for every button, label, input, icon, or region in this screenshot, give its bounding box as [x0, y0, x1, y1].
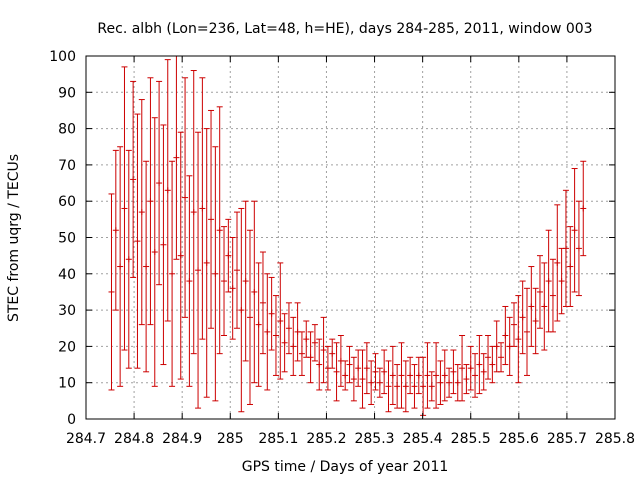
- y-tick-label: 80: [58, 122, 76, 138]
- x-tick-label: 285.6: [499, 431, 539, 447]
- x-tick-label: 284.8: [114, 431, 154, 447]
- x-tick-label: 285.5: [451, 431, 491, 447]
- y-tick-label: 30: [58, 303, 76, 319]
- x-tick-label: 285.3: [354, 431, 394, 447]
- x-tick-label: 285.1: [258, 431, 298, 447]
- x-tick-label: 285.8: [595, 431, 635, 447]
- x-tick-label: 284.7: [66, 431, 106, 447]
- x-tick-label: 285.4: [403, 431, 443, 447]
- axis-ticks: 284.7 284.8 284.9 285 285.1 285.2 285.3 285.4 28…: [49, 49, 635, 447]
- x-tick-label: 285.7: [547, 431, 587, 447]
- chart-title: Rec. albh (Lon=236, Lat=48, h=HE), days …: [97, 21, 592, 37]
- y-axis-label: STEC from uqrg / TECUs: [6, 154, 22, 322]
- y-tick-label: 10: [58, 376, 76, 392]
- grid: [86, 56, 615, 419]
- y-tick-label: 20: [58, 339, 76, 355]
- x-tick-label: 284.9: [162, 431, 202, 447]
- y-tick-label: 50: [58, 231, 76, 247]
- x-tick-label: 285: [217, 431, 244, 447]
- y-tick-label: 100: [49, 49, 76, 65]
- y-tick-label: 70: [58, 158, 76, 174]
- x-axis-label: GPS time / Days of year 2011: [242, 459, 449, 475]
- y-tick-label: 40: [58, 267, 76, 283]
- y-tick-label: 90: [58, 85, 76, 101]
- y-tick-label: 0: [67, 412, 76, 428]
- x-tick-label: 285.2: [306, 431, 346, 447]
- error-bar-marks: [108, 55, 587, 416]
- y-tick-label: 60: [58, 194, 76, 210]
